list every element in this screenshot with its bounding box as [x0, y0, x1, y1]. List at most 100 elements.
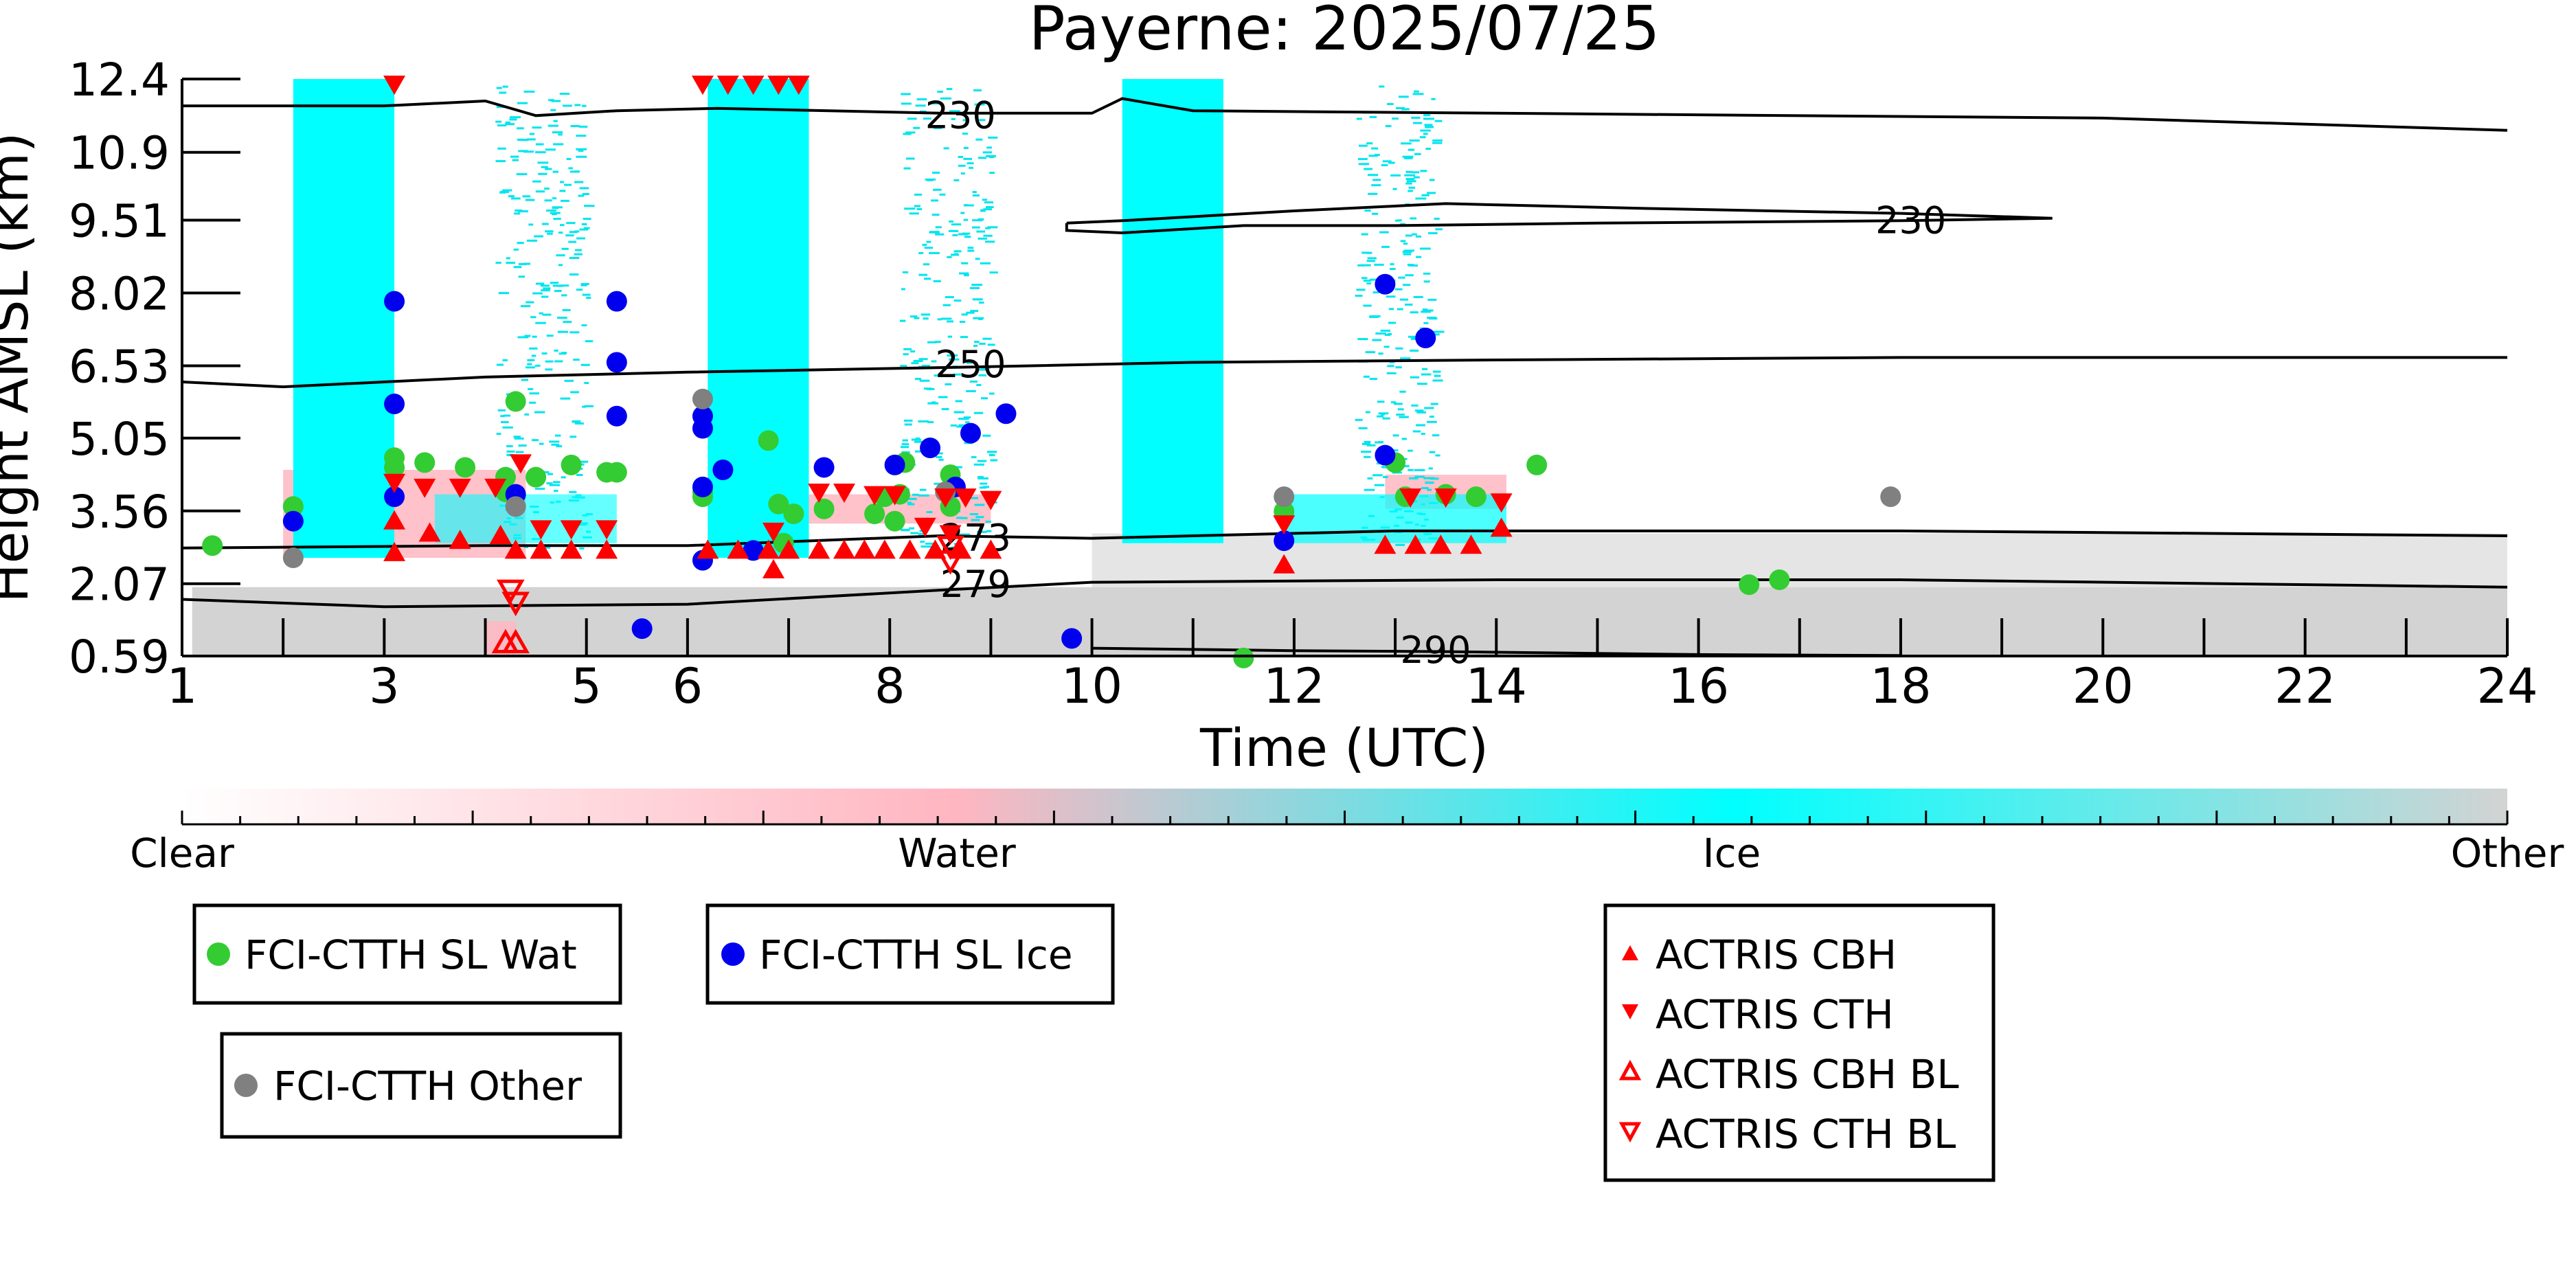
ice-speck	[907, 501, 912, 504]
ice-speck	[569, 231, 578, 234]
ice-speck	[977, 476, 984, 479]
ice-speck	[546, 210, 556, 212]
contour-label: 230	[1875, 199, 1946, 242]
ice-speck	[922, 243, 927, 246]
ice-speck	[1367, 257, 1377, 260]
contour-label: 290	[1400, 629, 1471, 672]
ice-speck	[958, 164, 966, 167]
ice-speck	[1364, 440, 1371, 443]
ice-speck	[552, 481, 561, 484]
contour-line	[1065, 202, 2053, 235]
ice-speck	[1431, 98, 1436, 100]
point-fci-ctth-sl-ice	[606, 352, 627, 373]
ice-speck	[931, 214, 940, 216]
ice-speck	[958, 418, 969, 420]
point-actris-cbh	[873, 539, 896, 559]
ice-speck	[1423, 272, 1431, 275]
point-fci-ctth-sl-wat	[768, 493, 789, 515]
point-fci-ctth-sl-ice	[813, 457, 835, 478]
ice-speck	[1424, 124, 1433, 126]
point-actris-cth	[596, 520, 618, 540]
ice-speck	[960, 172, 965, 175]
ice-speck	[953, 373, 964, 376]
ice-speck	[581, 104, 587, 107]
ice-speck	[549, 440, 560, 443]
ice-speck	[508, 195, 515, 198]
ice-speck	[971, 519, 980, 521]
ice-speck	[541, 289, 550, 292]
ice-speck	[932, 171, 940, 174]
ice-speck	[964, 421, 970, 424]
ice-speck	[576, 155, 587, 158]
ice-speck	[1400, 240, 1406, 242]
ice-speck	[1386, 372, 1397, 374]
ice-speck	[528, 387, 534, 390]
ice-speck	[1412, 171, 1420, 174]
y-tick-label: 12.4	[69, 54, 170, 106]
ice-speck	[512, 159, 519, 161]
point-fci-ctth-sl-ice	[920, 438, 941, 459]
ice-speck	[1419, 247, 1431, 250]
ice-speck	[554, 349, 558, 352]
y-axis-label: Height AMSL (km)	[0, 132, 40, 602]
point-actris-cbh	[560, 539, 583, 559]
point-actris-cbh	[949, 539, 972, 559]
ice-speck	[901, 93, 911, 95]
ice-speck	[541, 352, 547, 355]
ice-speck	[584, 382, 589, 385]
ice-speck	[983, 234, 993, 237]
point-fci-ctth-sl-wat	[1526, 454, 1548, 475]
ice-speck	[550, 212, 561, 214]
ice-speck	[1363, 280, 1372, 282]
ice-speck	[955, 400, 962, 403]
point-actris-cth	[939, 525, 962, 545]
ice-speck	[958, 233, 969, 236]
ice-speck	[1416, 411, 1426, 414]
ice-speck	[506, 262, 515, 264]
point-fci-ctth-sl-wat	[758, 430, 779, 451]
point-actris-cth	[833, 484, 855, 504]
ice-speck	[949, 110, 960, 113]
ice-speck	[940, 97, 948, 100]
ice-speck	[1372, 179, 1381, 181]
ice-speck	[496, 363, 504, 366]
ice-speck	[518, 150, 528, 152]
ice-speck	[974, 341, 980, 343]
ice-speck	[576, 135, 587, 137]
ice-speck	[520, 305, 531, 308]
ice-speck	[947, 335, 953, 338]
ice-speck	[929, 251, 940, 254]
ice-speck	[1403, 465, 1410, 468]
ice-speck	[975, 138, 983, 141]
point-actris-cth	[980, 490, 1002, 510]
ice-speck	[986, 146, 992, 149]
ice-speck	[1403, 249, 1414, 252]
point-fci-ctth-sl-ice	[1415, 327, 1436, 348]
ice-speck	[1398, 95, 1409, 98]
x-tick-label: 12	[1263, 658, 1324, 714]
ice-speck	[527, 363, 532, 365]
ice-speck	[980, 102, 991, 104]
ice-speck	[547, 232, 553, 235]
ice-speck	[953, 466, 962, 468]
ice-speck	[558, 264, 563, 267]
ice-speck	[1396, 414, 1405, 416]
ice-speck	[1365, 411, 1370, 414]
point-fci-ctth-sl-ice	[384, 486, 405, 508]
ice-speck	[1375, 332, 1386, 335]
point-actris-cth	[383, 76, 406, 95]
ice-speck	[1356, 289, 1366, 291]
ice-speck	[905, 131, 916, 134]
ice-speck	[923, 117, 931, 120]
ice-speck	[1416, 424, 1425, 427]
ice-speck	[956, 517, 963, 519]
ice-speck	[505, 121, 511, 124]
ice-speck	[575, 249, 582, 251]
ice-speck	[558, 133, 563, 136]
ice-speck	[1429, 451, 1436, 453]
point-fci-ctth-sl-ice	[1274, 530, 1295, 552]
point-actris-cth	[1273, 515, 1296, 535]
ice-speck	[1388, 308, 1394, 310]
point-actris-cth	[1490, 493, 1513, 513]
y-tick-label: 10.9	[69, 127, 170, 180]
